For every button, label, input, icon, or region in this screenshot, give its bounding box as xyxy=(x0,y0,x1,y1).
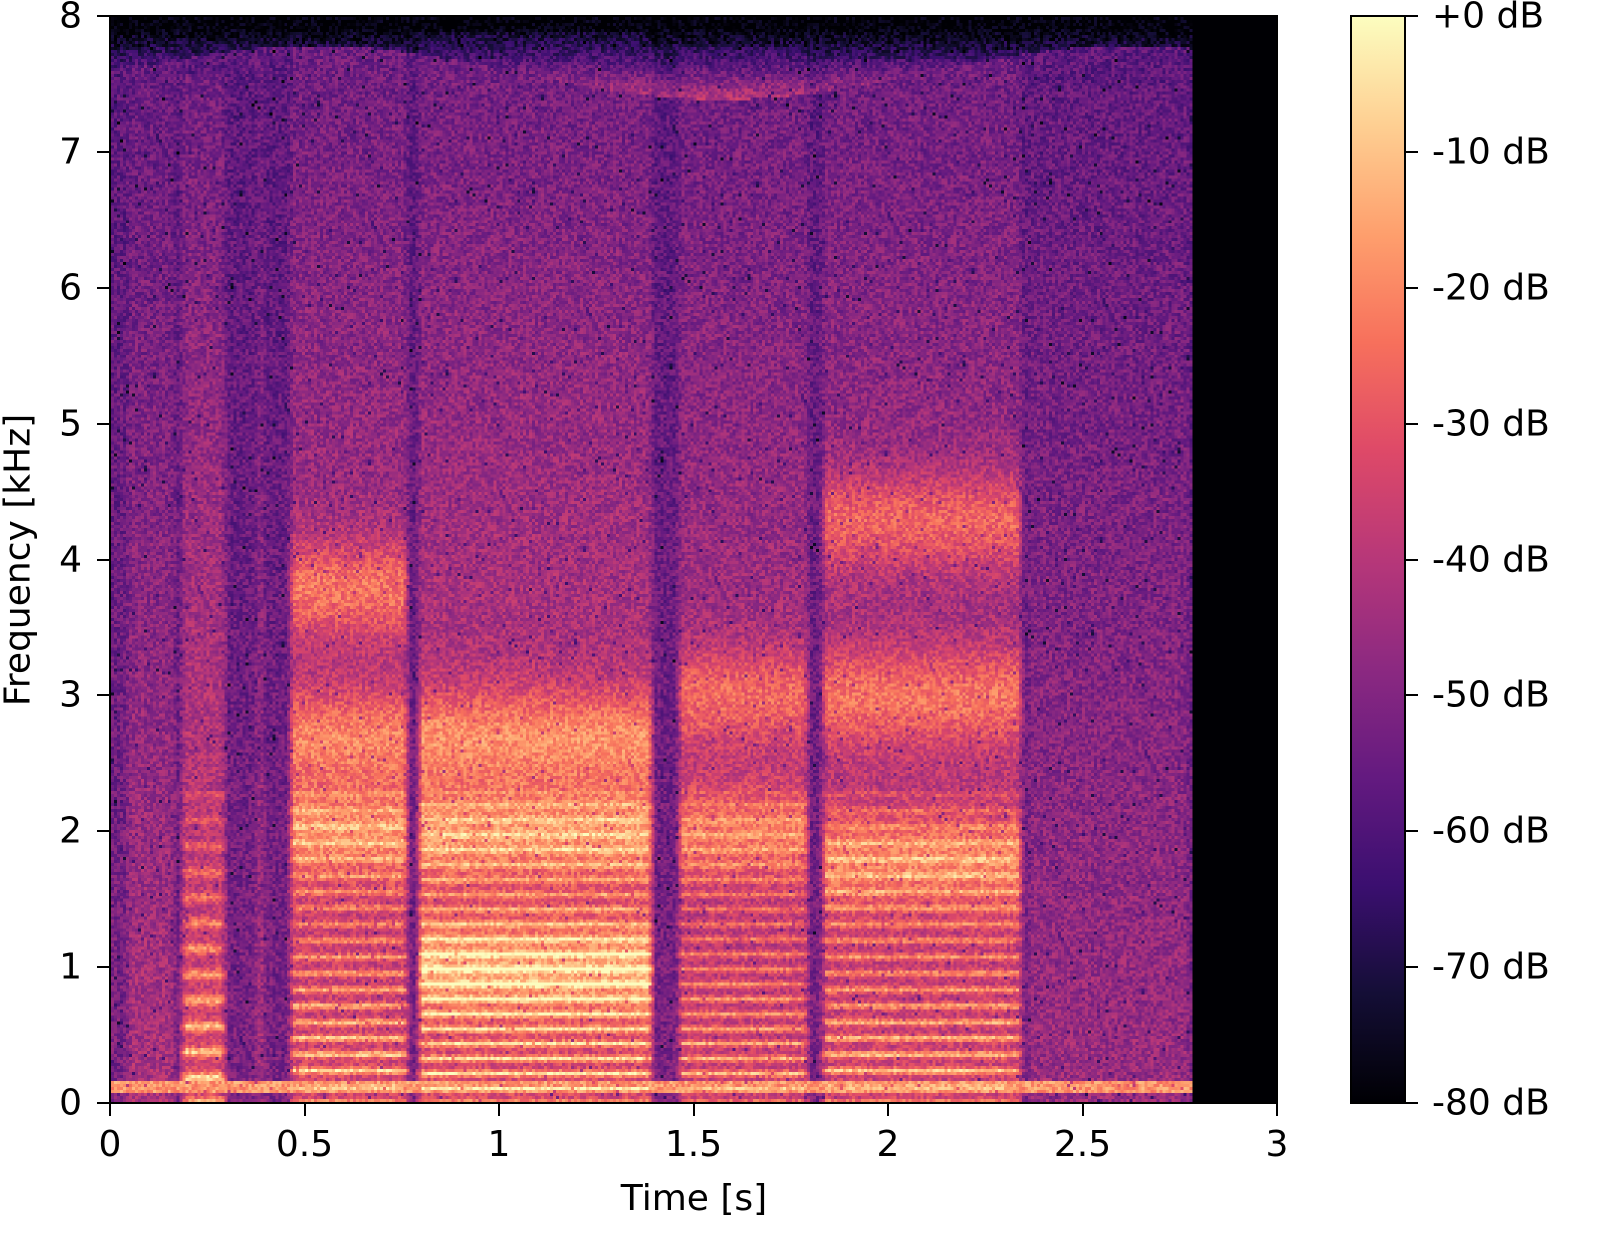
x-tick-mark xyxy=(498,1104,500,1116)
colorbar xyxy=(1350,15,1406,1104)
y-tick-label: 8 xyxy=(59,0,82,37)
x-tick-mark xyxy=(109,1104,111,1116)
colorbar-tick-mark xyxy=(1406,694,1418,697)
colorbar-tick-mark xyxy=(1406,966,1418,969)
x-tick-mark xyxy=(887,1104,889,1116)
x-axis-label: Time [s] xyxy=(620,1178,768,1219)
x-tick-mark xyxy=(1081,1104,1084,1116)
x-tick-label: 3 xyxy=(1265,1124,1289,1165)
y-tick-mark xyxy=(97,1102,109,1104)
y-tick-mark xyxy=(97,558,109,561)
y-tick-label: 7 xyxy=(59,131,82,173)
spectrogram-plot-area xyxy=(109,15,1278,1104)
x-tick-label: 0.5 xyxy=(275,1124,334,1165)
colorbar-tick-mark xyxy=(1406,150,1418,153)
colorbar-tick-mark xyxy=(1406,1102,1418,1104)
colorbar-tick-label: -50 dB xyxy=(1432,674,1550,716)
colorbar-tick-label: -70 dB xyxy=(1432,946,1550,988)
y-tick-mark xyxy=(97,286,109,289)
y-tick-mark xyxy=(97,694,109,697)
x-tick-label: 1.5 xyxy=(664,1124,723,1165)
y-tick-mark xyxy=(97,966,109,969)
x-tick-mark xyxy=(1276,1104,1278,1116)
colorbar-tick-label: -40 dB xyxy=(1432,539,1550,580)
colorbar-tick-mark xyxy=(1406,422,1418,425)
colorbar-tick-mark xyxy=(1406,558,1418,561)
x-tick-mark xyxy=(692,1104,695,1116)
colorbar-tick-label: -80 dB xyxy=(1432,1082,1550,1124)
colorbar-tick-mark xyxy=(1406,830,1418,833)
y-tick-mark xyxy=(97,15,109,17)
y-tick-mark xyxy=(97,830,109,833)
y-tick-label: 6 xyxy=(59,267,82,309)
x-tick-label: 2.5 xyxy=(1053,1124,1112,1165)
y-tick-label: 4 xyxy=(59,539,82,580)
colorbar-tick-label: -20 dB xyxy=(1432,267,1550,309)
colorbar-tick-label: +0 dB xyxy=(1432,0,1545,37)
y-tick-label: 2 xyxy=(59,810,82,852)
colorbar-tick-mark xyxy=(1406,15,1418,17)
y-axis-label: Frequency [kHz] xyxy=(0,413,39,707)
x-tick-label: 0 xyxy=(98,1124,122,1165)
colorbar-tick-label: -30 dB xyxy=(1432,403,1550,445)
y-tick-label: 3 xyxy=(59,674,82,716)
y-tick-label: 0 xyxy=(59,1082,82,1124)
x-tick-mark xyxy=(303,1104,306,1116)
spectrogram-image xyxy=(111,17,1276,1102)
y-tick-mark xyxy=(97,422,109,425)
x-tick-label: 2 xyxy=(876,1124,900,1165)
x-tick-label: 1 xyxy=(487,1124,511,1165)
y-tick-label: 1 xyxy=(59,946,82,988)
colorbar-tick-label: -60 dB xyxy=(1432,810,1550,852)
colorbar-tick-mark xyxy=(1406,286,1418,289)
colorbar-tick-label: -10 dB xyxy=(1432,131,1550,173)
y-tick-mark xyxy=(97,150,109,153)
y-tick-label: 5 xyxy=(59,403,82,445)
